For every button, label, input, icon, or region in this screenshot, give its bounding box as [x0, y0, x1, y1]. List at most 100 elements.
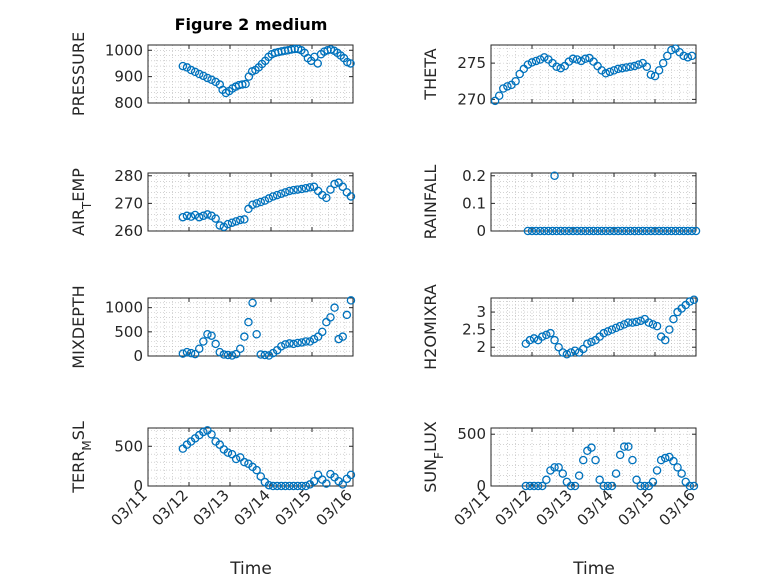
data-point: [665, 325, 674, 334]
y-tick-label: 0: [133, 477, 143, 495]
data-point: [658, 58, 668, 68]
data-point: [309, 334, 319, 344]
data-point: [689, 481, 699, 491]
y-axis-label: MIXDEPTH: [69, 285, 88, 368]
data-point: [568, 54, 578, 64]
data-point: [576, 226, 586, 236]
data-point: [317, 475, 327, 484]
y-axis-label: AIRTEMP: [69, 168, 94, 236]
data-point: [540, 226, 549, 236]
subplot-1: 800 900 1000 PRESSURE: [69, 32, 355, 116]
data-point: [634, 226, 643, 236]
data-point: [211, 214, 220, 223]
data-point: [531, 56, 541, 66]
data-point: [186, 65, 196, 75]
x-tick-label: 03/14: [231, 486, 274, 529]
x-tick-label: 03/15: [272, 486, 315, 529]
data-point: [194, 344, 204, 353]
data-point: [615, 321, 625, 331]
x-axis-label-right: Time: [572, 559, 615, 579]
data-point: [297, 338, 306, 347]
y-tick-label: 3: [476, 303, 486, 321]
y-tick-label: 0: [476, 222, 486, 240]
data-point: [240, 332, 249, 341]
data-point: [661, 453, 670, 463]
data-point: [603, 481, 613, 491]
data-point: [613, 226, 623, 236]
data-point: [264, 194, 274, 203]
data-point: [252, 329, 261, 339]
data-point: [632, 317, 641, 327]
data-point: [293, 481, 302, 491]
y-tick-label: 0.2: [462, 167, 486, 185]
data-point: [326, 313, 335, 322]
data-point: [550, 335, 559, 345]
data-point: [199, 337, 208, 346]
data-point: [227, 351, 237, 360]
data-point: [178, 349, 188, 358]
data-point: [178, 61, 188, 71]
data-point: [648, 320, 658, 329]
data-point: [235, 215, 245, 225]
data-point: [223, 448, 233, 457]
y-axis-label: SUNFLUX: [421, 421, 446, 493]
data-point: [570, 346, 580, 355]
data-point: [293, 338, 302, 348]
data-point: [281, 188, 290, 197]
y-tick-label: 275: [457, 54, 486, 72]
axes-box: [490, 44, 697, 104]
x-tick-label: 03/13: [533, 486, 576, 529]
data-point: [587, 337, 596, 347]
y-tick-label: 500: [114, 437, 143, 455]
data-point: [207, 430, 216, 439]
data-point: [199, 211, 208, 221]
x-tick-label: 03/13: [190, 486, 233, 529]
data-point: [550, 171, 559, 181]
data-point: [628, 318, 637, 327]
data-point: [630, 61, 639, 71]
data-point: [597, 226, 606, 236]
data-point: [338, 480, 347, 489]
y-tick-label: 0: [133, 347, 143, 365]
data-point: [252, 465, 261, 475]
data-point: [636, 481, 645, 491]
data-point: [652, 466, 662, 475]
y-axis-label: H2OMIXRA: [421, 284, 440, 370]
data-point: [322, 193, 331, 203]
data-point: [256, 350, 265, 359]
subplot-5: 0 500 1000 MIXDEPTH: [69, 285, 356, 369]
data-point: [317, 327, 327, 337]
data-point: [252, 199, 261, 208]
x-tick-label: 03/15: [615, 486, 658, 529]
data-point: [313, 59, 322, 68]
data-point: [521, 481, 531, 491]
x-tick-label: 03/16: [656, 486, 699, 529]
data-point: [648, 477, 658, 487]
data-point: [669, 314, 678, 324]
data-point: [219, 350, 229, 359]
data-point: [211, 339, 220, 349]
data-point: [238, 80, 247, 89]
data-point: [626, 62, 635, 72]
data-point: [186, 348, 196, 358]
data-point: [658, 226, 668, 236]
data-point: [346, 470, 356, 480]
data-point: [611, 469, 621, 478]
data-point: [538, 481, 547, 491]
data-point: [301, 481, 311, 491]
data-point: [529, 481, 539, 491]
data-point: [603, 327, 613, 336]
data-point: [617, 63, 627, 73]
data-point: [609, 226, 619, 236]
data-point: [529, 334, 539, 343]
data-point: [683, 226, 693, 236]
data-point: [613, 64, 623, 74]
x-tick-label: 03/11: [108, 486, 151, 529]
data-point: [624, 318, 633, 327]
data-point: [194, 212, 204, 222]
data-point: [338, 182, 347, 192]
data-point: [494, 91, 504, 101]
data-point: [326, 185, 335, 194]
data-point: [490, 96, 500, 106]
